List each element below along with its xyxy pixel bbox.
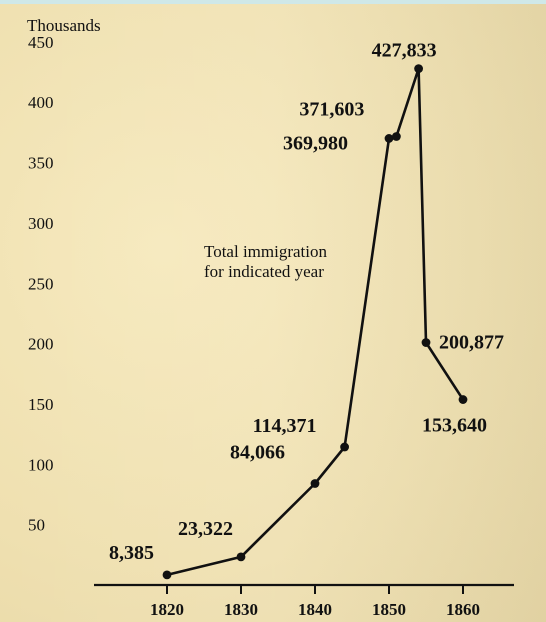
data-label: 427,833: [372, 40, 437, 62]
data-point: [392, 132, 401, 141]
data-point: [340, 442, 349, 452]
x-ticks: 1820 1830 1840 1850 1860: [150, 585, 480, 619]
y-tick-label: 350: [28, 154, 54, 173]
y-tick-label: 300: [28, 214, 54, 233]
y-tick-label: 100: [28, 455, 54, 474]
data-labels: 8,385 23,322 84,066 114,371 369,980 371,603 42…: [109, 40, 504, 564]
data-point: [162, 570, 172, 580]
x-tick-label: 1830: [224, 600, 258, 619]
data-label: 23,322: [178, 518, 233, 540]
data-label: 84,066: [230, 442, 285, 464]
annotation-line-1: Total immigration: [204, 242, 327, 261]
data-point: [384, 134, 394, 143]
data-points: [162, 64, 468, 580]
data-point: [421, 338, 431, 347]
x-tick-label: 1820: [150, 600, 184, 619]
data-label: 114,371: [253, 415, 317, 437]
y-tick-label: 150: [28, 395, 54, 414]
data-point: [310, 479, 320, 488]
x-tick-label: 1860: [446, 600, 480, 619]
y-tick-label: 250: [28, 274, 54, 293]
data-point: [458, 395, 468, 404]
data-label: 153,640: [422, 415, 487, 437]
y-tick-label: 200: [28, 335, 54, 354]
y-tick-label: 50: [28, 516, 45, 535]
data-label: 369,980: [283, 132, 348, 154]
data-label: 200,877: [439, 332, 504, 354]
top-border: [0, 0, 546, 4]
y-tick-label: 450: [28, 33, 54, 52]
annotation-line-2: for indicated year: [204, 262, 324, 281]
data-point: [236, 552, 246, 562]
y-axis-title: Thousands: [27, 16, 101, 35]
x-tick-label: 1840: [298, 600, 332, 619]
y-tick-labels: 50 100 150 200 250 300 350 400 450: [28, 33, 54, 535]
data-label: 8,385: [109, 542, 154, 564]
data-point: [414, 64, 423, 74]
x-tick-label: 1850: [372, 600, 406, 619]
y-tick-label: 400: [28, 93, 54, 112]
data-label: 371,603: [299, 98, 364, 120]
